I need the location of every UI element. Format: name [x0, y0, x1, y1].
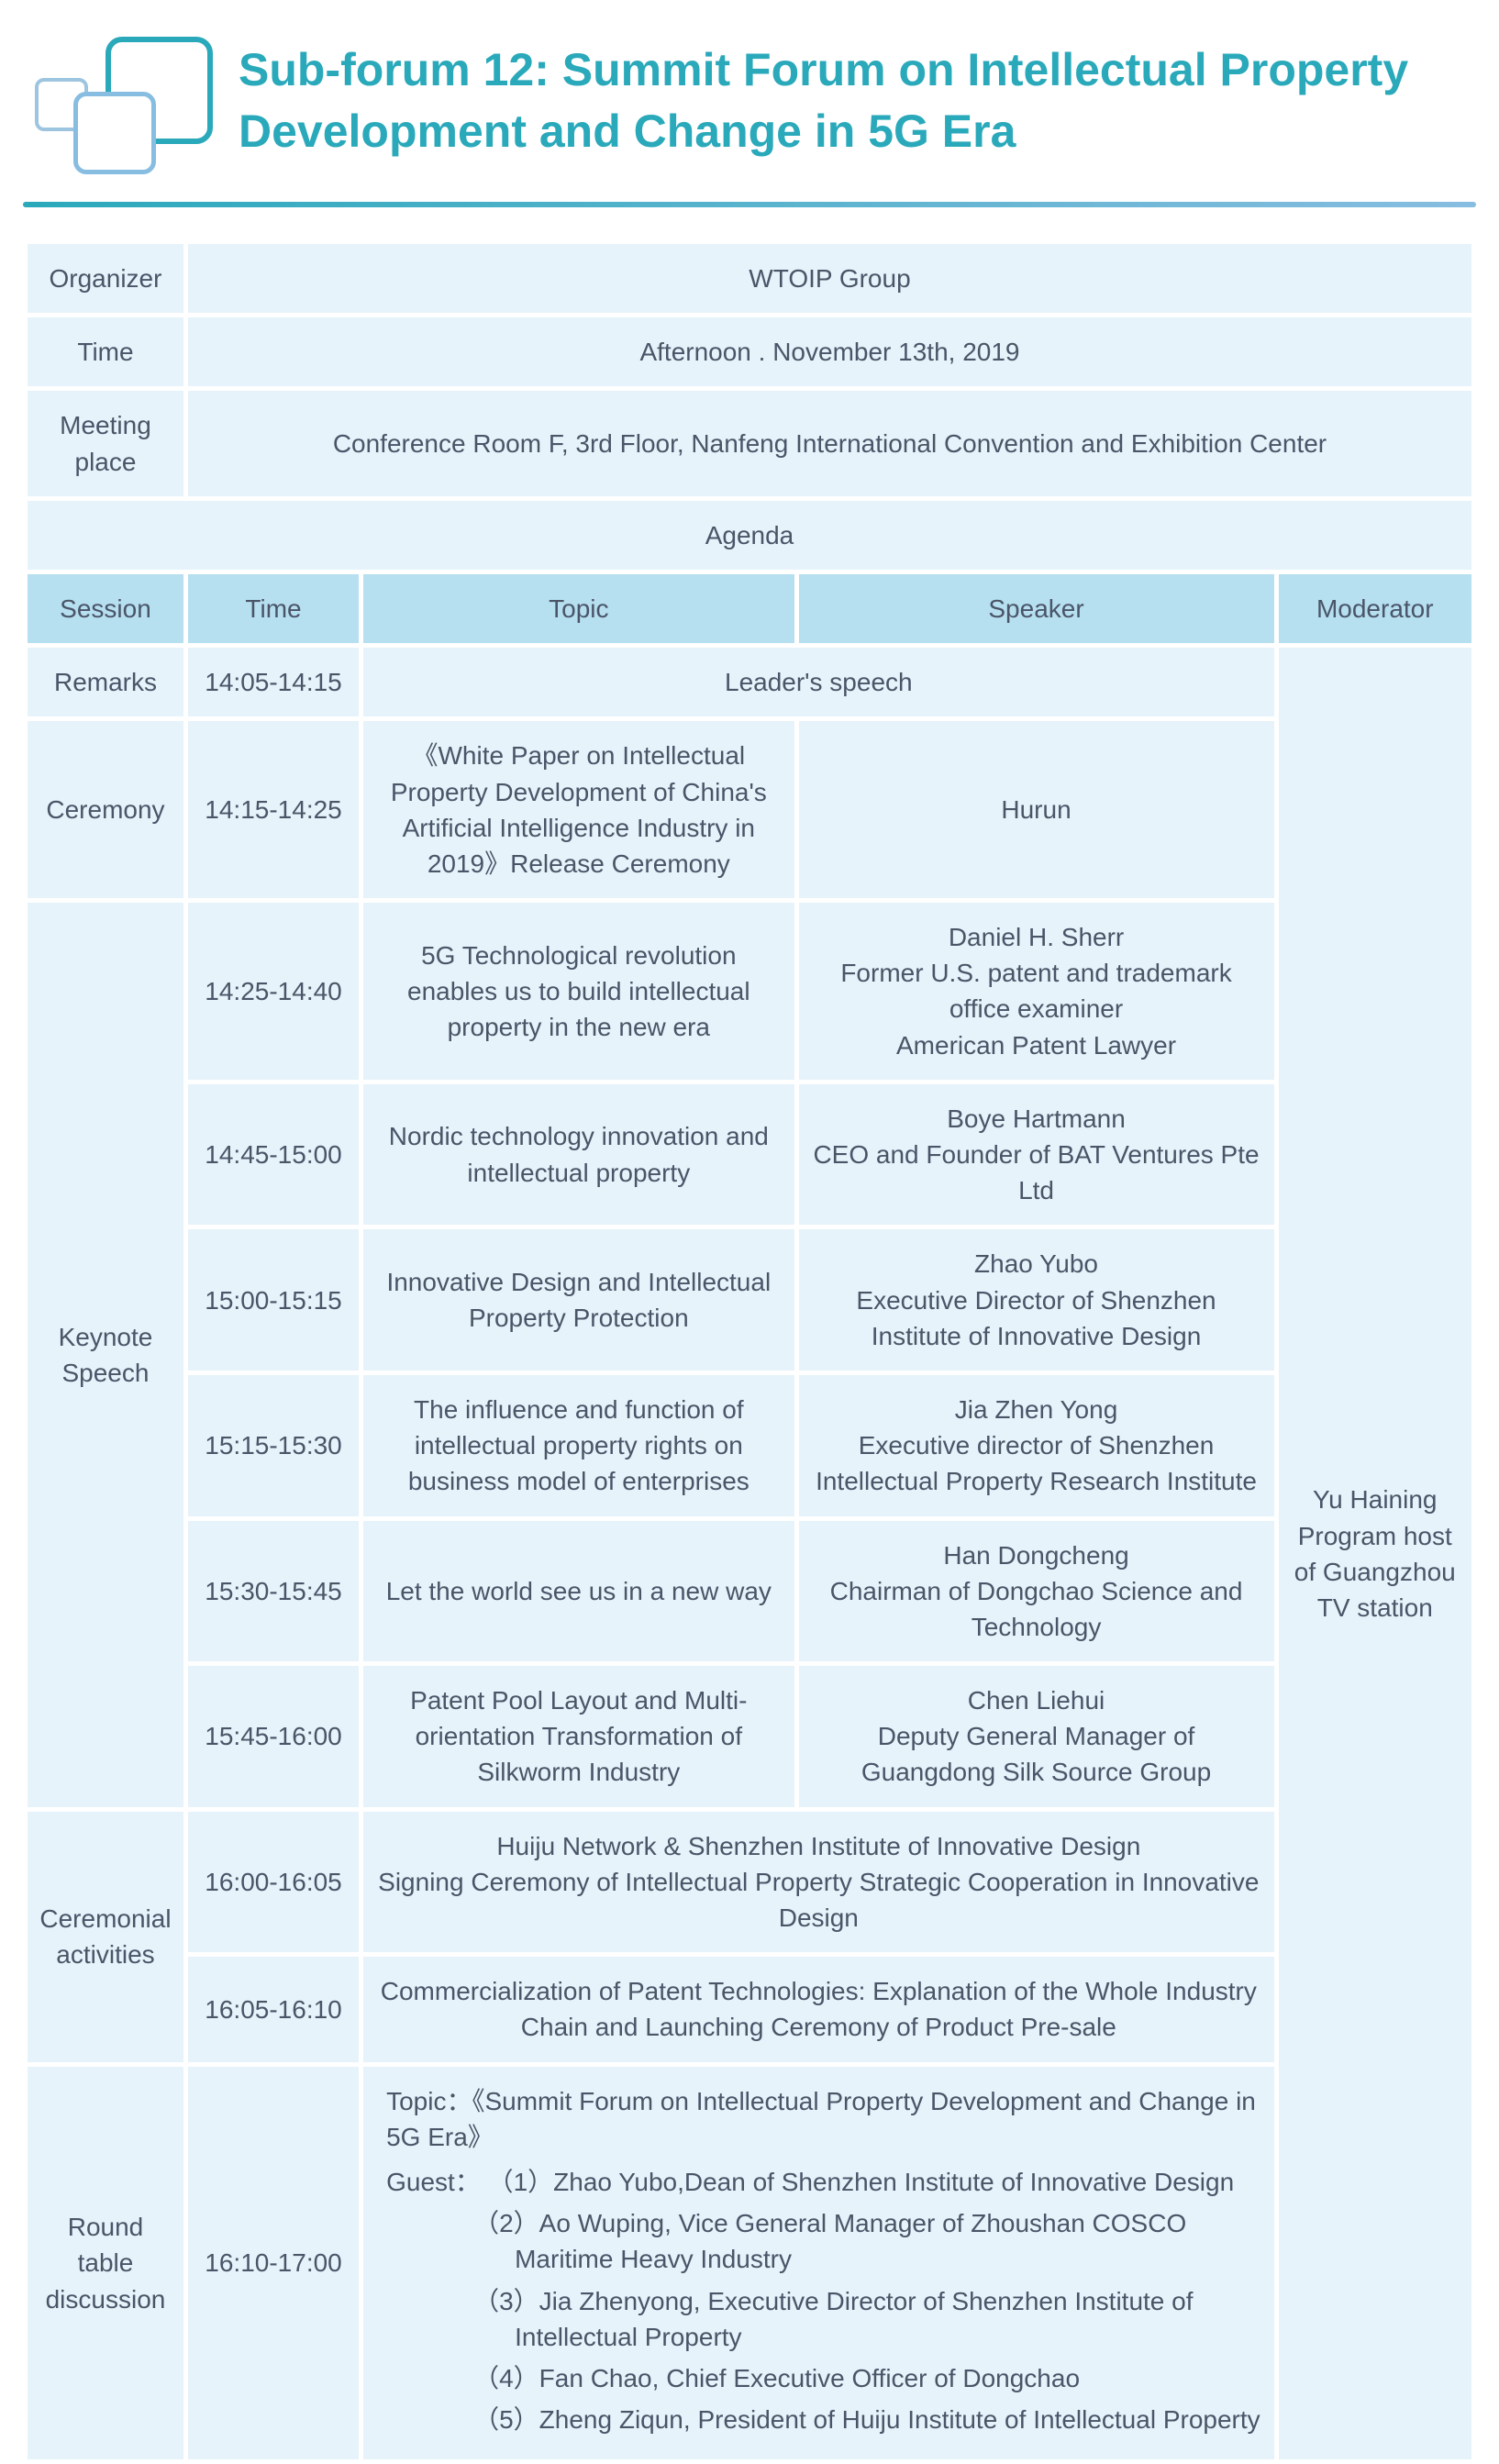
round-time: 16:10-17:00 — [188, 2067, 359, 2460]
k4-speaker: Jia Zhen YongExecutive director of Shenz… — [799, 1375, 1274, 1516]
k4-time: 15:15-15:30 — [188, 1375, 359, 1516]
col-time: Time — [188, 574, 359, 643]
k2-topic: Nordic technology innovation and intelle… — [363, 1084, 794, 1226]
row-k4: 15:15-15:30 The influence and function o… — [28, 1375, 1471, 1516]
row-k1: Keynote Speech 14:25-14:40 5G Technologi… — [28, 903, 1471, 1080]
k5-speaker: Han DongchengChairman of Dongchao Scienc… — [799, 1521, 1274, 1662]
k1-topic: 5G Technological revolution enables us t… — [363, 903, 794, 1080]
info-row-organizer: Organizer WTOIP Group — [28, 244, 1471, 313]
k3-time: 15:00-15:15 — [188, 1229, 359, 1371]
columns-row: Session Time Topic Speaker Moderator — [28, 574, 1471, 643]
page-title: Sub-forum 12: Summit Forum on Intellectu… — [239, 39, 1462, 163]
k6-topic: Patent Pool Layout and Multi-orientation… — [363, 1666, 794, 1807]
time-value: Afternoon . November 13th, 2019 — [188, 317, 1471, 386]
col-speaker: Speaker — [799, 574, 1274, 643]
col-moderator: Moderator — [1279, 574, 1471, 643]
guest-label: Guest： — [386, 2168, 481, 2196]
guest-1: （1）Zhao Yubo,Dean of Shenzhen Institute … — [488, 2168, 1235, 2196]
place-label: Meeting place — [28, 391, 183, 495]
row-round: Round table discussion 16:10-17:00 Topic… — [28, 2067, 1471, 2460]
k3-topic: Innovative Design and Intellectual Prope… — [363, 1229, 794, 1371]
k6-speaker: Chen LiehuiDeputy General Manager of Gua… — [799, 1666, 1274, 1807]
ceremony-speaker: Hurun — [799, 721, 1274, 898]
k1-time: 14:25-14:40 — [188, 903, 359, 1080]
k5-time: 15:30-15:45 — [188, 1521, 359, 1662]
organizer-label: Organizer — [28, 244, 183, 313]
c1-topic: Huiju Network & Shenzhen Institute of In… — [363, 1812, 1273, 1953]
k2-speaker: Boye HartmannCEO and Founder of BAT Vent… — [799, 1084, 1274, 1226]
guest-4: （4）Fan Chao, Chief Executive Officer of … — [386, 2360, 1262, 2396]
ceremony-session: Ceremony — [28, 721, 183, 898]
ceremony-time: 14:15-14:25 — [188, 721, 359, 898]
info-row-place: Meeting place Conference Room F, 3rd Flo… — [28, 391, 1471, 495]
k1-speaker: Daniel H. SherrFormer U.S. patent and tr… — [799, 903, 1274, 1080]
ceremony-topic: 《White Paper on Intellectual Property De… — [363, 721, 794, 898]
row-c2: 16:05-16:10 Commercialization of Patent … — [28, 1957, 1471, 2061]
agenda-header-row: Agenda — [28, 501, 1471, 570]
guest-2: （2）Ao Wuping, Vice General Manager of Zh… — [386, 2205, 1262, 2277]
row-k3: 15:00-15:15 Innovative Design and Intell… — [28, 1229, 1471, 1371]
agenda-table: Organizer WTOIP Group Time Afternoon . N… — [23, 239, 1476, 2464]
moderator-cell: Yu Haining Program host of Guangzhou TV … — [1279, 648, 1471, 2459]
k6-time: 15:45-16:00 — [188, 1666, 359, 1807]
round-topic: Topic：《Summit Forum on Intellectual Prop… — [386, 2083, 1262, 2155]
remarks-topic: Leader's speech — [363, 648, 1273, 716]
time-label: Time — [28, 317, 183, 386]
row-ceremony: Ceremony 14:15-14:25 《White Paper on Int… — [28, 721, 1471, 898]
ceremonial-session: Ceremonial activities — [28, 1812, 183, 2062]
row-k6: 15:45-16:00 Patent Pool Layout and Multi… — [28, 1666, 1471, 1807]
row-k5: 15:30-15:45 Let the world see us in a ne… — [28, 1521, 1471, 1662]
round-guests: Guest： （1）Zhao Yubo,Dean of Shenzhen Ins… — [386, 2164, 1262, 2437]
c2-topic: Commercialization of Patent Technologies… — [363, 1957, 1273, 2061]
guest-5: （5）Zheng Ziqun, President of Huiju Insti… — [386, 2402, 1262, 2437]
divider — [23, 202, 1476, 207]
row-k2: 14:45-15:00 Nordic technology innovation… — [28, 1084, 1471, 1226]
col-topic: Topic — [363, 574, 794, 643]
remarks-time: 14:05-14:15 — [188, 648, 359, 716]
remarks-session: Remarks — [28, 648, 183, 716]
col-session: Session — [28, 574, 183, 643]
round-session: Round table discussion — [28, 2067, 183, 2460]
c1-time: 16:00-16:05 — [188, 1812, 359, 1953]
agenda-label: Agenda — [28, 501, 1471, 570]
header: Sub-forum 12: Summit Forum on Intellectu… — [0, 0, 1499, 193]
organizer-value: WTOIP Group — [188, 244, 1471, 313]
keynote-session: Keynote Speech — [28, 903, 183, 1807]
round-content: Topic：《Summit Forum on Intellectual Prop… — [363, 2067, 1273, 2460]
k2-time: 14:45-15:00 — [188, 1084, 359, 1226]
page: Sub-forum 12: Summit Forum on Intellectu… — [0, 0, 1499, 2464]
info-row-time: Time Afternoon . November 13th, 2019 — [28, 317, 1471, 386]
logo-icon — [28, 28, 211, 174]
c2-time: 16:05-16:10 — [188, 1957, 359, 2061]
row-c1: Ceremonial activities 16:00-16:05 Huiju … — [28, 1812, 1471, 1953]
guest-3: （3）Jia Zhenyong, Executive Director of S… — [386, 2283, 1262, 2355]
place-value: Conference Room F, 3rd Floor, Nanfeng In… — [188, 391, 1471, 495]
row-remarks: Remarks 14:05-14:15 Leader's speech Yu H… — [28, 648, 1471, 716]
k4-topic: The influence and function of intellectu… — [363, 1375, 794, 1516]
k3-speaker: Zhao YuboExecutive Director of Shenzhen … — [799, 1229, 1274, 1371]
k5-topic: Let the world see us in a new way — [363, 1521, 794, 1662]
